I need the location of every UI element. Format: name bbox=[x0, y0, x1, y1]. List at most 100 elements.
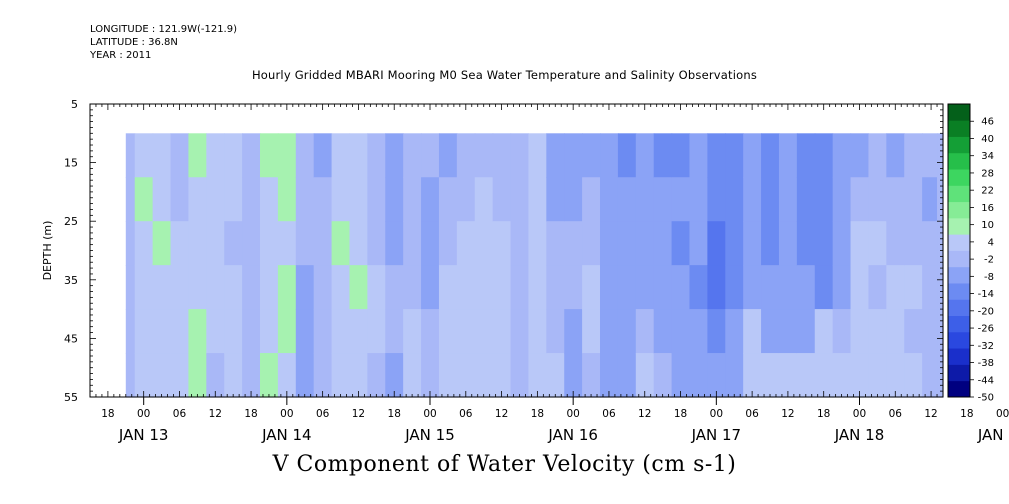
heatmap-cell bbox=[438, 265, 458, 310]
heatmap-cell bbox=[796, 133, 816, 178]
heatmap-cell bbox=[707, 133, 726, 178]
heatmap-cell bbox=[152, 353, 172, 398]
heatmap-cell bbox=[743, 133, 762, 178]
heatmap-cell bbox=[188, 221, 207, 266]
colorbar-label: 28 bbox=[981, 168, 994, 179]
colorbar-label: 46 bbox=[981, 117, 994, 128]
heatmap-cell bbox=[206, 133, 225, 178]
heatmap-cell bbox=[617, 221, 637, 266]
heatmap-cell bbox=[421, 353, 440, 398]
x-tick-label: 18 bbox=[674, 408, 687, 420]
heatmap-cell bbox=[600, 177, 619, 222]
heatmap-cell bbox=[653, 353, 673, 398]
x-tick-label: 12 bbox=[781, 408, 794, 420]
heatmap-cell bbox=[438, 353, 458, 398]
heatmap-cell bbox=[438, 133, 458, 178]
colorbar-label: -2 bbox=[984, 255, 994, 266]
heatmap-cell bbox=[170, 177, 190, 222]
heatmap-cell bbox=[188, 265, 207, 310]
colorbar-label: 40 bbox=[981, 134, 994, 145]
colorbar-swatch bbox=[948, 315, 970, 333]
heatmap-cell bbox=[492, 309, 512, 354]
heatmap-cell bbox=[546, 353, 565, 398]
colorbar-swatch bbox=[948, 185, 970, 203]
x-tick-label: 00 bbox=[710, 408, 723, 420]
heatmap-cell bbox=[600, 265, 619, 310]
heatmap-cell bbox=[546, 177, 565, 222]
heatmap-cell bbox=[134, 265, 154, 310]
heatmap-cell bbox=[510, 221, 530, 266]
x-axis-label: V Component of Water Velocity (cm s-1) bbox=[272, 452, 737, 477]
heatmap-cell bbox=[134, 353, 154, 398]
heatmap-cell bbox=[170, 221, 190, 266]
heatmap-cell bbox=[510, 133, 530, 178]
heatmap-cell bbox=[671, 309, 691, 354]
heatmap-cell bbox=[635, 353, 655, 398]
x-tick-label: 00 bbox=[566, 408, 579, 420]
heatmap-cell bbox=[600, 353, 619, 398]
heatmap-cell bbox=[125, 177, 136, 222]
colorbar-label: -32 bbox=[978, 341, 994, 352]
heatmap-cell bbox=[224, 133, 243, 178]
heatmap-cell bbox=[134, 309, 154, 354]
heatmap-cell bbox=[188, 309, 207, 354]
heatmap-cell bbox=[546, 221, 565, 266]
heatmap-cell bbox=[671, 265, 691, 310]
heatmap-cell bbox=[796, 221, 816, 266]
x-tick-label: 06 bbox=[889, 408, 903, 420]
colorbar-swatch bbox=[948, 234, 970, 251]
heatmap-cell bbox=[456, 353, 476, 398]
x-tick-label: 06 bbox=[173, 408, 187, 420]
heatmap-cell bbox=[385, 265, 404, 310]
heatmap-cell bbox=[868, 353, 887, 398]
colorbar-label: -50 bbox=[978, 393, 994, 404]
heatmap-cell bbox=[224, 221, 243, 266]
x-tick-label: 12 bbox=[495, 408, 508, 420]
heatmap-cell bbox=[367, 177, 386, 222]
heatmap-cell bbox=[438, 309, 458, 354]
heatmap-cell bbox=[260, 177, 279, 222]
heatmap-cell bbox=[331, 265, 351, 310]
heatmap-cell bbox=[582, 221, 601, 266]
heatmap-cell bbox=[582, 265, 601, 310]
heatmap-cell bbox=[170, 353, 190, 398]
x-tick-label: 12 bbox=[924, 408, 937, 420]
heatmap-cell bbox=[582, 133, 601, 178]
heatmap-cell bbox=[367, 309, 386, 354]
heatmap-cell bbox=[528, 353, 547, 398]
heatmap-cell bbox=[617, 265, 637, 310]
x-tick-label: 06 bbox=[459, 408, 473, 420]
heatmap-cell bbox=[868, 177, 887, 222]
heatmap-cell bbox=[832, 133, 852, 178]
x-day-label: JAN 15 bbox=[404, 426, 455, 444]
heatmap-cell bbox=[152, 265, 172, 310]
heatmap-cell bbox=[850, 133, 870, 178]
heatmap-cell bbox=[937, 353, 944, 398]
chart-title: Hourly Gridded MBARI Mooring M0 Sea Wate… bbox=[251, 68, 758, 82]
heatmap-cell bbox=[904, 309, 923, 354]
heatmap-cell bbox=[510, 177, 530, 222]
heatmap-cell bbox=[170, 309, 190, 354]
heatmap-cell bbox=[904, 353, 923, 398]
heatmap-cell bbox=[528, 133, 547, 178]
heatmap-cell bbox=[671, 133, 691, 178]
x-day-label: JAN 17 bbox=[691, 426, 742, 444]
y-tick-label: 45 bbox=[64, 332, 78, 345]
heatmap-cell bbox=[474, 133, 494, 178]
heatmap-cell bbox=[653, 265, 673, 310]
y-tick-label: 5 bbox=[71, 98, 78, 111]
heatmap-cell bbox=[832, 353, 852, 398]
heatmap-cell bbox=[492, 221, 512, 266]
colorbar-swatch bbox=[948, 120, 970, 137]
x-tick-label: 18 bbox=[531, 408, 544, 420]
heatmap-cell bbox=[850, 353, 870, 398]
heatmap-cell bbox=[868, 265, 887, 310]
heatmap-cell bbox=[134, 133, 154, 178]
colorbar-swatch bbox=[948, 250, 970, 268]
heatmap-cell bbox=[617, 177, 637, 222]
heatmap-cell bbox=[331, 177, 351, 222]
heatmap-cell bbox=[349, 353, 368, 398]
heatmap-cell bbox=[796, 177, 816, 222]
heatmap-cell bbox=[331, 353, 351, 398]
